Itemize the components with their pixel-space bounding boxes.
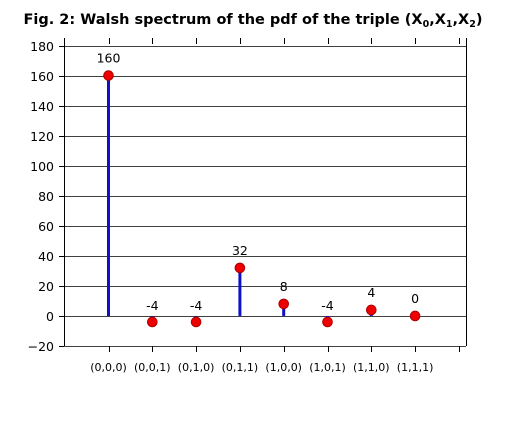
chart-title-sep-0: ,X xyxy=(429,12,446,28)
y-tick-label: −20 xyxy=(28,339,54,354)
data-label: 0 xyxy=(411,291,419,306)
x-category-label: (0,0,1) xyxy=(134,361,171,374)
chart-title-sub-2: 2 xyxy=(469,19,476,30)
data-label: 32 xyxy=(232,243,248,258)
y-tick-label: 20 xyxy=(38,279,54,294)
y-tick-label: 60 xyxy=(38,219,54,234)
x-category-label: (0,0,0) xyxy=(90,361,127,374)
x-category-label: (1,1,0) xyxy=(353,361,390,374)
y-tick-label: 40 xyxy=(38,249,54,264)
chart-title-sep-2: ) xyxy=(476,12,483,28)
chart-title: Fig. 2: Walsh spectrum of the pdf of the… xyxy=(23,12,482,30)
y-tick-label: 80 xyxy=(38,189,54,204)
x-category-label: (1,0,0) xyxy=(265,361,302,374)
data-label: -4 xyxy=(146,298,159,313)
data-point xyxy=(278,298,290,310)
markers xyxy=(103,70,421,328)
data-label: -4 xyxy=(190,298,203,313)
y-tick-label: 160 xyxy=(30,69,54,84)
x-category-label: (0,1,1) xyxy=(222,361,259,374)
data-point xyxy=(190,316,202,328)
data-point xyxy=(147,316,158,328)
y-tick-label: 0 xyxy=(46,309,54,324)
x-category-label: (0,1,0) xyxy=(178,361,215,374)
chart-title-main: Fig. 2: Walsh spectrum of the pdf of the… xyxy=(23,12,422,28)
axes xyxy=(59,38,467,352)
y-tick-label: 120 xyxy=(30,129,54,144)
y-tick-label: 100 xyxy=(30,159,54,174)
grid-lines xyxy=(64,46,466,347)
data-label: 4 xyxy=(367,285,375,300)
chart-title-sep-1: ,X xyxy=(453,12,470,28)
y-tick-label: 140 xyxy=(30,99,54,114)
data-point xyxy=(409,310,421,322)
chart-title-sub-1: 1 xyxy=(446,19,453,30)
chart-title-sub-0: 0 xyxy=(423,19,430,30)
x-category-label: (1,1,1) xyxy=(397,361,434,374)
y-tick-label: 180 xyxy=(30,39,54,54)
data-point xyxy=(366,304,377,316)
data-point xyxy=(322,316,333,328)
data-label: 160 xyxy=(97,51,121,66)
data-label: -4 xyxy=(321,298,334,313)
data-label: 8 xyxy=(280,279,288,294)
data-point xyxy=(103,70,114,81)
x-category-label: (1,0,1) xyxy=(309,361,346,374)
data-point xyxy=(234,262,246,274)
